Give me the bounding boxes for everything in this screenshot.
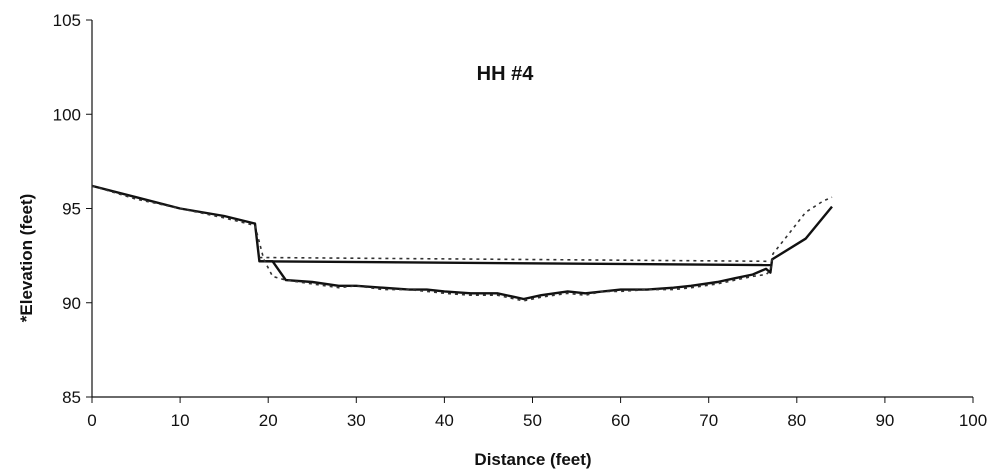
x-tick-label: 50 bbox=[523, 411, 542, 430]
x-axis-title: Distance (feet) bbox=[474, 450, 591, 469]
x-axis-ticks: 0 10 20 30 40 50 60 70 80 90 100 bbox=[87, 397, 987, 430]
y-tick-label: 100 bbox=[53, 105, 81, 124]
solid-profile-line-1 bbox=[91, 184, 833, 301]
x-tick-label: 70 bbox=[699, 411, 718, 430]
x-tick-label: 80 bbox=[787, 411, 806, 430]
x-tick-label: 90 bbox=[875, 411, 894, 430]
dotted-profile-line-4 bbox=[259, 256, 771, 263]
y-axis-title: *Elevation (feet) bbox=[17, 194, 36, 322]
chart-title: HH #4 bbox=[477, 63, 535, 85]
y-tick-label: 105 bbox=[53, 11, 81, 30]
x-tick-label: 40 bbox=[435, 411, 454, 430]
y-axis-ticks: 85 90 95 100 105 bbox=[53, 11, 92, 407]
x-tick-label: 30 bbox=[347, 411, 366, 430]
y-tick-label: 85 bbox=[62, 388, 81, 407]
x-tick-label: 20 bbox=[259, 411, 278, 430]
series-layer bbox=[91, 184, 833, 302]
x-tick-label: 60 bbox=[611, 411, 630, 430]
y-tick-label: 90 bbox=[62, 294, 81, 313]
x-tick-label: 10 bbox=[171, 411, 190, 430]
dotted-profile-line-3 bbox=[91, 185, 833, 302]
x-tick-label: 100 bbox=[959, 411, 987, 430]
y-tick-label: 95 bbox=[62, 200, 81, 219]
solid-profile-line-2 bbox=[259, 260, 771, 267]
x-tick-label: 0 bbox=[87, 411, 96, 430]
